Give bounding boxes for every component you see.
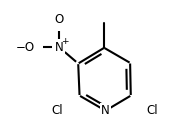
Text: Cl: Cl: [51, 104, 63, 117]
Text: −O: −O: [16, 41, 35, 54]
Text: N: N: [101, 104, 110, 117]
Text: O: O: [54, 13, 64, 26]
Text: +: +: [61, 37, 69, 46]
Text: Cl: Cl: [147, 104, 158, 117]
Text: N: N: [55, 41, 64, 54]
